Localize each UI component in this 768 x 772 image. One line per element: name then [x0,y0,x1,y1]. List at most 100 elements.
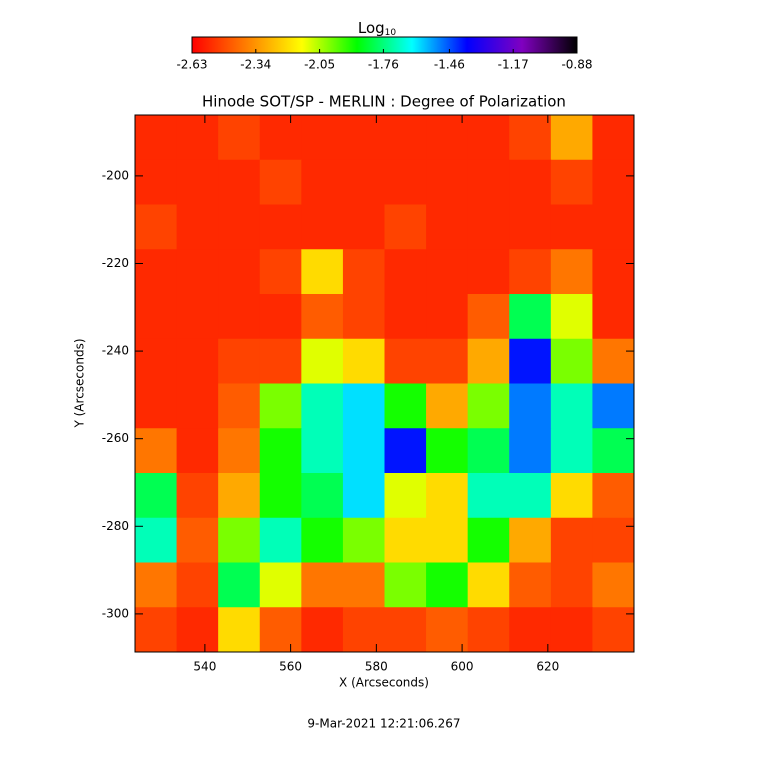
heatmap-cell [176,338,219,384]
colorbar-tick-label: -1.76 [368,58,399,72]
heatmap-cell [259,473,302,519]
heatmap-cell [550,607,593,653]
heatmap-cell [301,517,344,563]
heatmap-cell [218,204,261,250]
heatmap-cell [426,249,469,295]
heatmap-cell [176,383,219,429]
colorbar-tick-label: -2.05 [304,58,335,72]
heatmap-cell [384,294,427,340]
heatmap-cell [301,428,344,474]
heatmap-cell [259,517,302,563]
heatmap-cell [342,204,385,250]
heatmap-cell [467,607,510,653]
heatmap-cell [342,428,385,474]
heatmap-cell [342,115,385,161]
heatmap-cell [384,562,427,608]
heatmap-cell [342,383,385,429]
heatmap-cell [467,428,510,474]
x-tick-label: 600 [451,660,474,674]
heatmap-cell [426,204,469,250]
heatmap-cell [384,473,427,519]
heatmap-cell [592,249,635,295]
heatmap-cell [384,204,427,250]
heatmap-cell [592,473,635,519]
heatmap-cell [426,562,469,608]
heatmap-cell [259,159,302,205]
colorbar-label-main: Log [358,19,385,37]
heatmap-cell [467,562,510,608]
heatmap-cell [467,383,510,429]
heatmap-cell [135,115,178,161]
heatmap-cell [509,204,552,250]
heatmap-cell [384,338,427,384]
heatmap-cell [509,517,552,563]
heatmap-cell [135,473,178,519]
y-tick-label: -240 [102,344,129,358]
heatmap-cell [259,338,302,384]
heatmap-cell [509,473,552,519]
heatmap-cell [384,607,427,653]
heatmap-cell [176,294,219,340]
x-tick-label: 560 [279,660,302,674]
heatmap-cell [592,562,635,608]
heatmap-cell [259,294,302,340]
x-tick-label: 620 [536,660,559,674]
heatmap-cell [176,428,219,474]
heatmap-cell [592,338,635,384]
heatmap-cell [218,338,261,384]
heatmap-cell [509,607,552,653]
colorbar-tick-label: -1.46 [434,58,465,72]
heatmap-cell [135,607,178,653]
heatmap-cell [342,159,385,205]
x-axis-label: X (Arcseconds) [339,676,429,690]
heatmap-cell [176,115,219,161]
y-axis-label: Y (Arcseconds) [73,338,87,428]
heatmap-cell [301,338,344,384]
heatmap-cell [135,428,178,474]
heatmap-cell [426,383,469,429]
heatmap-cell [342,338,385,384]
heatmap-cell [135,338,178,384]
heatmap-cell [301,383,344,429]
y-tick-label: -260 [102,431,129,445]
heatmap-cell [384,159,427,205]
heatmap-cell [176,562,219,608]
heatmap-cell [342,294,385,340]
heatmap-cell [135,517,178,563]
heatmap-cell [467,249,510,295]
heatmap-cell [135,159,178,205]
heatmap-cell [467,115,510,161]
heatmap-cell [301,607,344,653]
heatmap-cell [592,383,635,429]
heatmap-cell [384,115,427,161]
heatmap-cell [176,159,219,205]
heatmap-cell [135,204,178,250]
y-tick-label: -200 [102,168,129,182]
colorbar-label: Log10 [358,19,397,38]
heatmap-cell [301,204,344,250]
heatmap-cell [259,383,302,429]
heatmap-cell [342,562,385,608]
heatmap-cell [509,249,552,295]
heatmap-cell [259,607,302,653]
footer-date: 9-Mar-2021 12:21:06.267 [307,717,460,731]
y-tick-label: -220 [102,256,129,270]
heatmap-cell [426,115,469,161]
colorbar [191,36,578,54]
chart-title: Hinode SOT/SP - MERLIN : Degree of Polar… [202,93,566,111]
heatmap-cell [467,204,510,250]
heatmap-cell [592,607,635,653]
heatmap-cell [218,473,261,519]
heatmap-cell [550,249,593,295]
heatmap-cell [426,338,469,384]
heatmap-cell [550,517,593,563]
heatmap-cell [259,428,302,474]
heatmap-cell [342,473,385,519]
colorbar-tick-label: -2.34 [240,58,271,72]
heatmap-cell [135,294,178,340]
heatmap-cell [218,607,261,653]
heatmap-cell [467,159,510,205]
heatmap-cell [509,338,552,384]
colorbar-tick-label: -2.63 [176,58,207,72]
